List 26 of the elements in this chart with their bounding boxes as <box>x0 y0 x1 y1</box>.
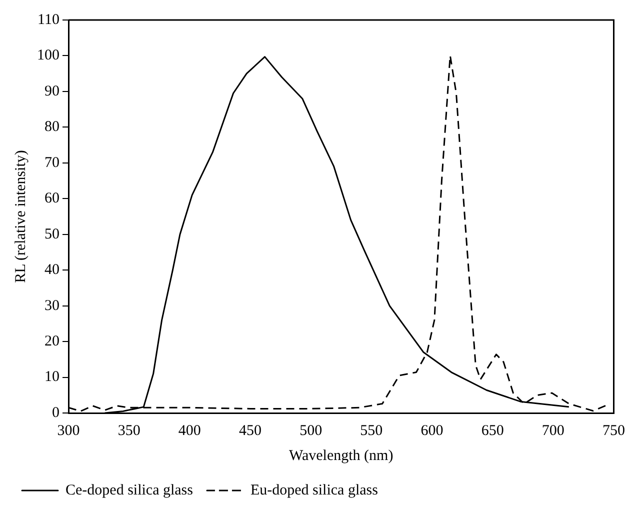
y-tick-label: 60 <box>44 190 60 207</box>
y-axis-title: RL (relative intensity) <box>12 150 29 283</box>
y-tick-label: 90 <box>44 83 60 100</box>
x-tick-label: 650 <box>481 422 504 439</box>
y-tick-label: 70 <box>44 154 60 171</box>
y-tick-label: 50 <box>44 226 60 242</box>
x-tick-label: 700 <box>542 422 564 439</box>
legend-label: Ce-doped silica glass <box>66 482 194 498</box>
x-tick-label: 600 <box>420 422 444 439</box>
y-tick-label: 0 <box>52 404 60 421</box>
x-tick-label: 550 <box>360 422 383 439</box>
y-tick-label: 10 <box>44 369 60 386</box>
x-tick-label: 350 <box>118 422 140 439</box>
x-tick-label: 450 <box>239 422 262 439</box>
x-tick-label: 300 <box>57 422 80 439</box>
y-tick-label: 30 <box>44 298 60 314</box>
x-tick-label: 500 <box>300 422 322 439</box>
legend-label: Eu-doped silica glass <box>250 482 378 498</box>
y-tick-label: 40 <box>44 262 60 278</box>
y-tick-label: 110 <box>38 12 60 28</box>
y-tick-label: 20 <box>44 333 60 350</box>
x-tick-label: 400 <box>178 422 201 439</box>
y-tick-label: 100 <box>37 48 60 64</box>
x-tick-label: 750 <box>602 422 625 439</box>
x-axis-title: Wavelength (nm) <box>289 448 394 464</box>
y-tick-label: 80 <box>44 119 60 136</box>
